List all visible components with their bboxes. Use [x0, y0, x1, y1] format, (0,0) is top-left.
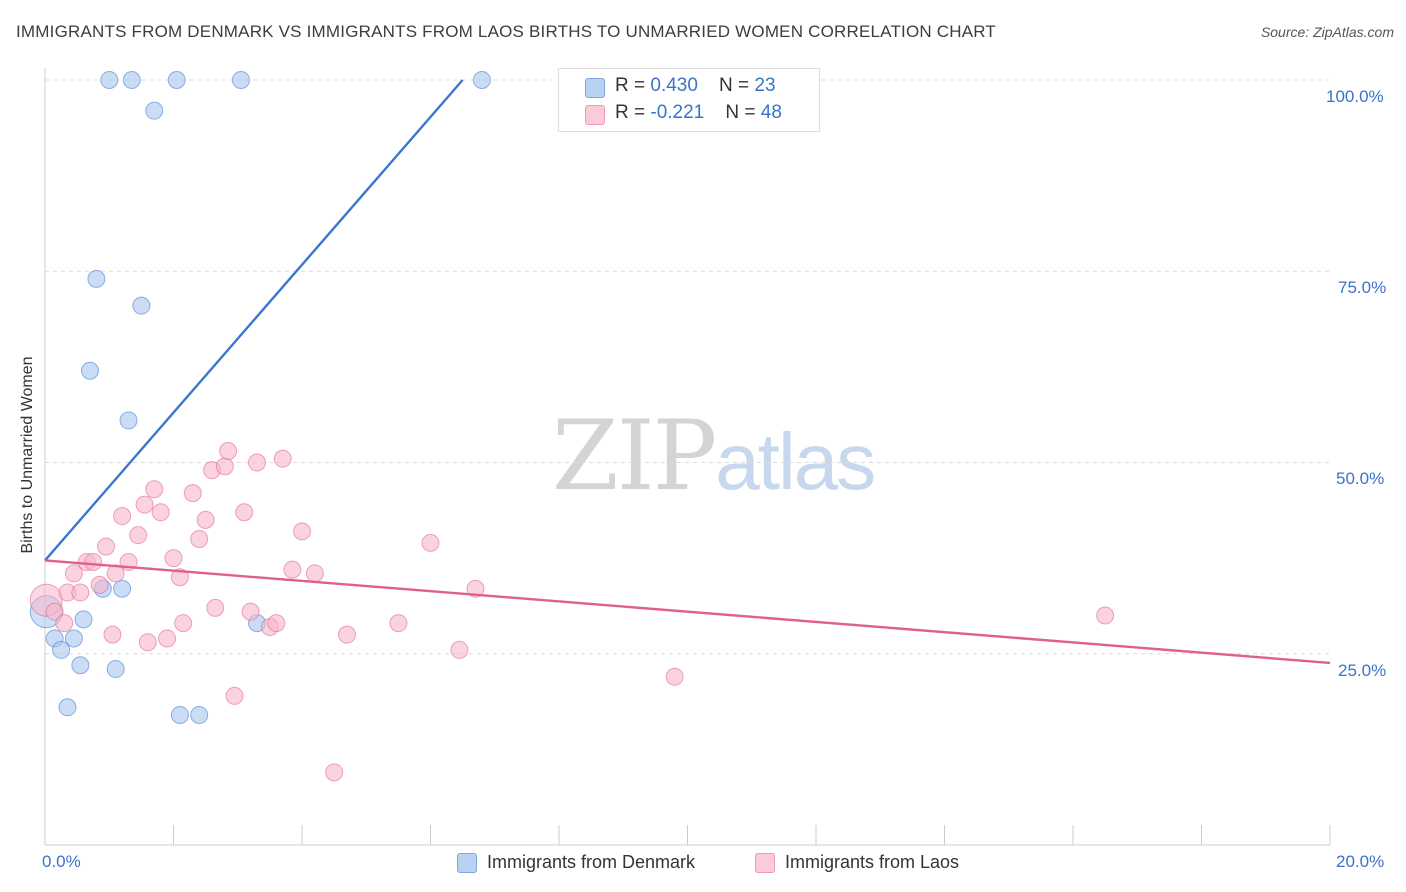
laos-point [190, 530, 209, 548]
chart-title: IMMIGRANTS FROM DENMARK VS IMMIGRANTS FR… [16, 22, 997, 41]
denmark-point [80, 361, 99, 380]
laos-point [665, 667, 684, 686]
denmark-point [132, 296, 151, 315]
laos-point [129, 526, 148, 545]
denmark-point [74, 610, 93, 629]
denmark-point [64, 629, 83, 648]
laos-point [164, 549, 183, 568]
laos-point [183, 484, 202, 503]
laos-point [206, 598, 225, 617]
denmark-r-value: 0.430 [650, 75, 698, 96]
laos-r-value: -0.221 [650, 102, 705, 123]
laos-point [158, 629, 177, 648]
laos-point [273, 449, 292, 468]
laos-point [45, 602, 64, 621]
laos-point [196, 510, 215, 529]
laos-point [97, 537, 116, 556]
denmark-point [52, 640, 71, 659]
watermark: ZIPatlas [552, 400, 876, 512]
laos-point [113, 507, 132, 526]
y-tick-label-50: 50.0% [1336, 469, 1385, 488]
denmark-point [170, 705, 189, 724]
denmark-point [106, 660, 125, 679]
denmark-n-label: N = [719, 75, 755, 96]
laos-point [151, 503, 170, 522]
laos-point [145, 480, 164, 499]
laos-point [337, 625, 356, 644]
laos-point [450, 640, 469, 659]
legend-denmark-swatch [457, 853, 477, 873]
x-tick-label-max: 20.0% [1336, 852, 1385, 871]
y-tick-label-25: 25.0% [1338, 661, 1387, 680]
laos-swatch [585, 105, 605, 125]
laos-point [170, 568, 189, 587]
laos-point [466, 579, 485, 598]
laos-point [84, 552, 103, 571]
laos-r-label: R = [615, 102, 651, 123]
legend-laos-label: Immigrants from Laos [785, 852, 960, 872]
denmark-point [87, 269, 106, 288]
laos-point [219, 442, 238, 461]
y-tick-label-75: 75.0% [1338, 278, 1387, 297]
denmark-r-label: R = [615, 75, 651, 96]
laos-point [103, 625, 122, 644]
denmark-point [58, 698, 77, 717]
laos-n-label: N = [725, 102, 761, 123]
legend-denmark-label: Immigrants from Denmark [487, 852, 696, 872]
laos-point [225, 686, 244, 705]
denmark-point [119, 411, 138, 430]
denmark-point [145, 101, 164, 120]
laos-n-value: 48 [760, 102, 782, 123]
denmark-point [190, 705, 209, 724]
y-axis-label: Births to Unmarried Women [19, 356, 36, 554]
denmark-trend-line [44, 79, 464, 562]
laos-point [389, 614, 408, 633]
laos-point [71, 583, 90, 602]
source-label: Source: ZipAtlas.com [1260, 24, 1394, 40]
denmark-point [71, 656, 90, 675]
laos-point [235, 503, 254, 522]
laos-point [283, 560, 302, 579]
denmark-point [231, 71, 250, 89]
denmark-point [472, 71, 491, 89]
laos-point [55, 614, 74, 633]
legend-laos-swatch [755, 853, 775, 873]
laos-point [241, 602, 260, 621]
laos-point [174, 614, 193, 633]
watermark-atlas: atlas [715, 417, 876, 506]
laos-point [90, 575, 109, 594]
laos-point [421, 533, 440, 552]
x-tick-label-min: 0.0% [42, 852, 81, 871]
denmark-point [122, 71, 141, 89]
laos-point [138, 633, 157, 652]
laos-point [293, 522, 311, 541]
laos-point [215, 457, 234, 476]
denmark-point [100, 71, 119, 89]
laos-point [305, 564, 324, 583]
y-tick-label-100: 100.0% [1326, 87, 1384, 106]
laos-point [325, 763, 344, 782]
laos-point [1096, 606, 1115, 625]
laos-point [64, 564, 83, 583]
denmark-swatch [585, 78, 605, 98]
laos-point [248, 453, 267, 472]
laos-point [135, 495, 154, 514]
denmark-point [113, 579, 132, 598]
laos-point [267, 614, 286, 633]
denmark-n-value: 23 [754, 75, 776, 96]
stats-legend: R = 0.430 N = 23 R = -0.221 N = 48 [558, 68, 820, 132]
watermark-zip: ZIP [552, 400, 717, 512]
denmark-point [167, 71, 186, 89]
laos-trend-line [44, 559, 1331, 665]
